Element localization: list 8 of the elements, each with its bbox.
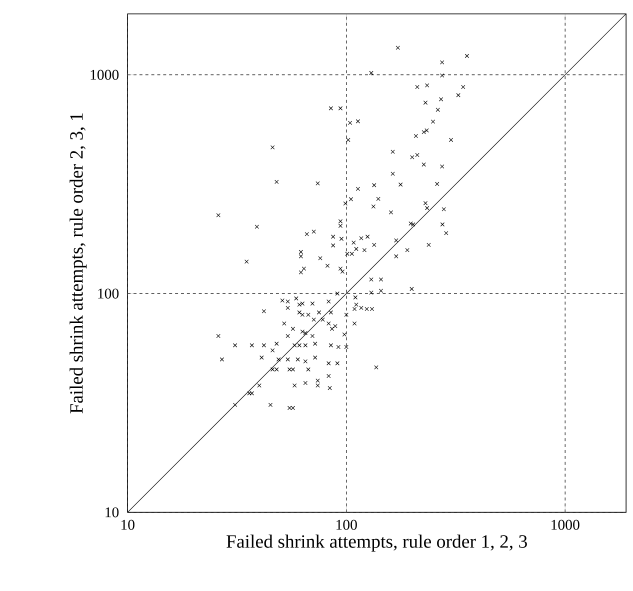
- y-tick-label: 100: [98, 288, 119, 298]
- y-axis-title: Failed shrink attempts, rule order 2, 3, 1: [70, 113, 87, 414]
- x-tick-label: 10: [121, 520, 134, 530]
- y-tick-label: 10: [106, 507, 119, 518]
- x-tick-label: 100: [336, 520, 357, 530]
- x-axis-title: Failed shrink attempts, rule order 1, 2, 3: [226, 534, 527, 552]
- x-tick-label: 1000: [552, 520, 580, 530]
- y-tick-label: 1000: [90, 70, 119, 80]
